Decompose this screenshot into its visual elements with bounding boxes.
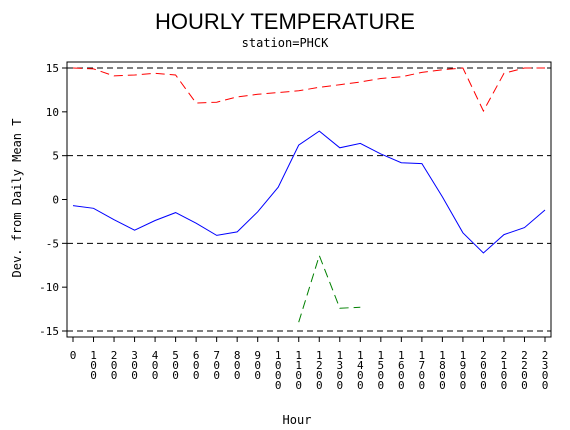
y-tick-label: -5 bbox=[46, 237, 59, 250]
y-tick-label: -10 bbox=[39, 281, 59, 294]
x-axis-label: Hour bbox=[283, 413, 312, 427]
series-layer bbox=[72, 67, 546, 323]
x-axis-ticks: 0 1 0 0 2 0 0 3 0 0 4 0 0 5 0 0 6 0 0 7 0 0 8 0 0 9 0 0 1 0 0 0 1 1 0 0 1 2 0 0… bbox=[70, 337, 549, 392]
series-line-3 bbox=[298, 254, 361, 323]
reference-lines bbox=[67, 67, 551, 332]
y-axis-ticks: -15 -10 -5 0 5 10 15 bbox=[39, 62, 67, 338]
chart-subtitle: station=PHCK bbox=[242, 36, 329, 50]
y-tick-label: 10 bbox=[46, 106, 59, 119]
plot-frame bbox=[66, 61, 552, 338]
y-tick-label: 15 bbox=[46, 62, 59, 75]
y-tick-label: -15 bbox=[39, 325, 59, 338]
y-tick-label: 5 bbox=[52, 150, 59, 163]
y-axis-label: Dev. from Daily Mean T bbox=[10, 119, 24, 278]
series-line-2 bbox=[72, 67, 545, 113]
y-tick-label: 0 bbox=[52, 194, 59, 207]
chart-title: HOURLY TEMPERATURE bbox=[155, 9, 415, 34]
series-line-1 bbox=[72, 130, 546, 254]
x-tick-label: 0 bbox=[70, 349, 77, 362]
